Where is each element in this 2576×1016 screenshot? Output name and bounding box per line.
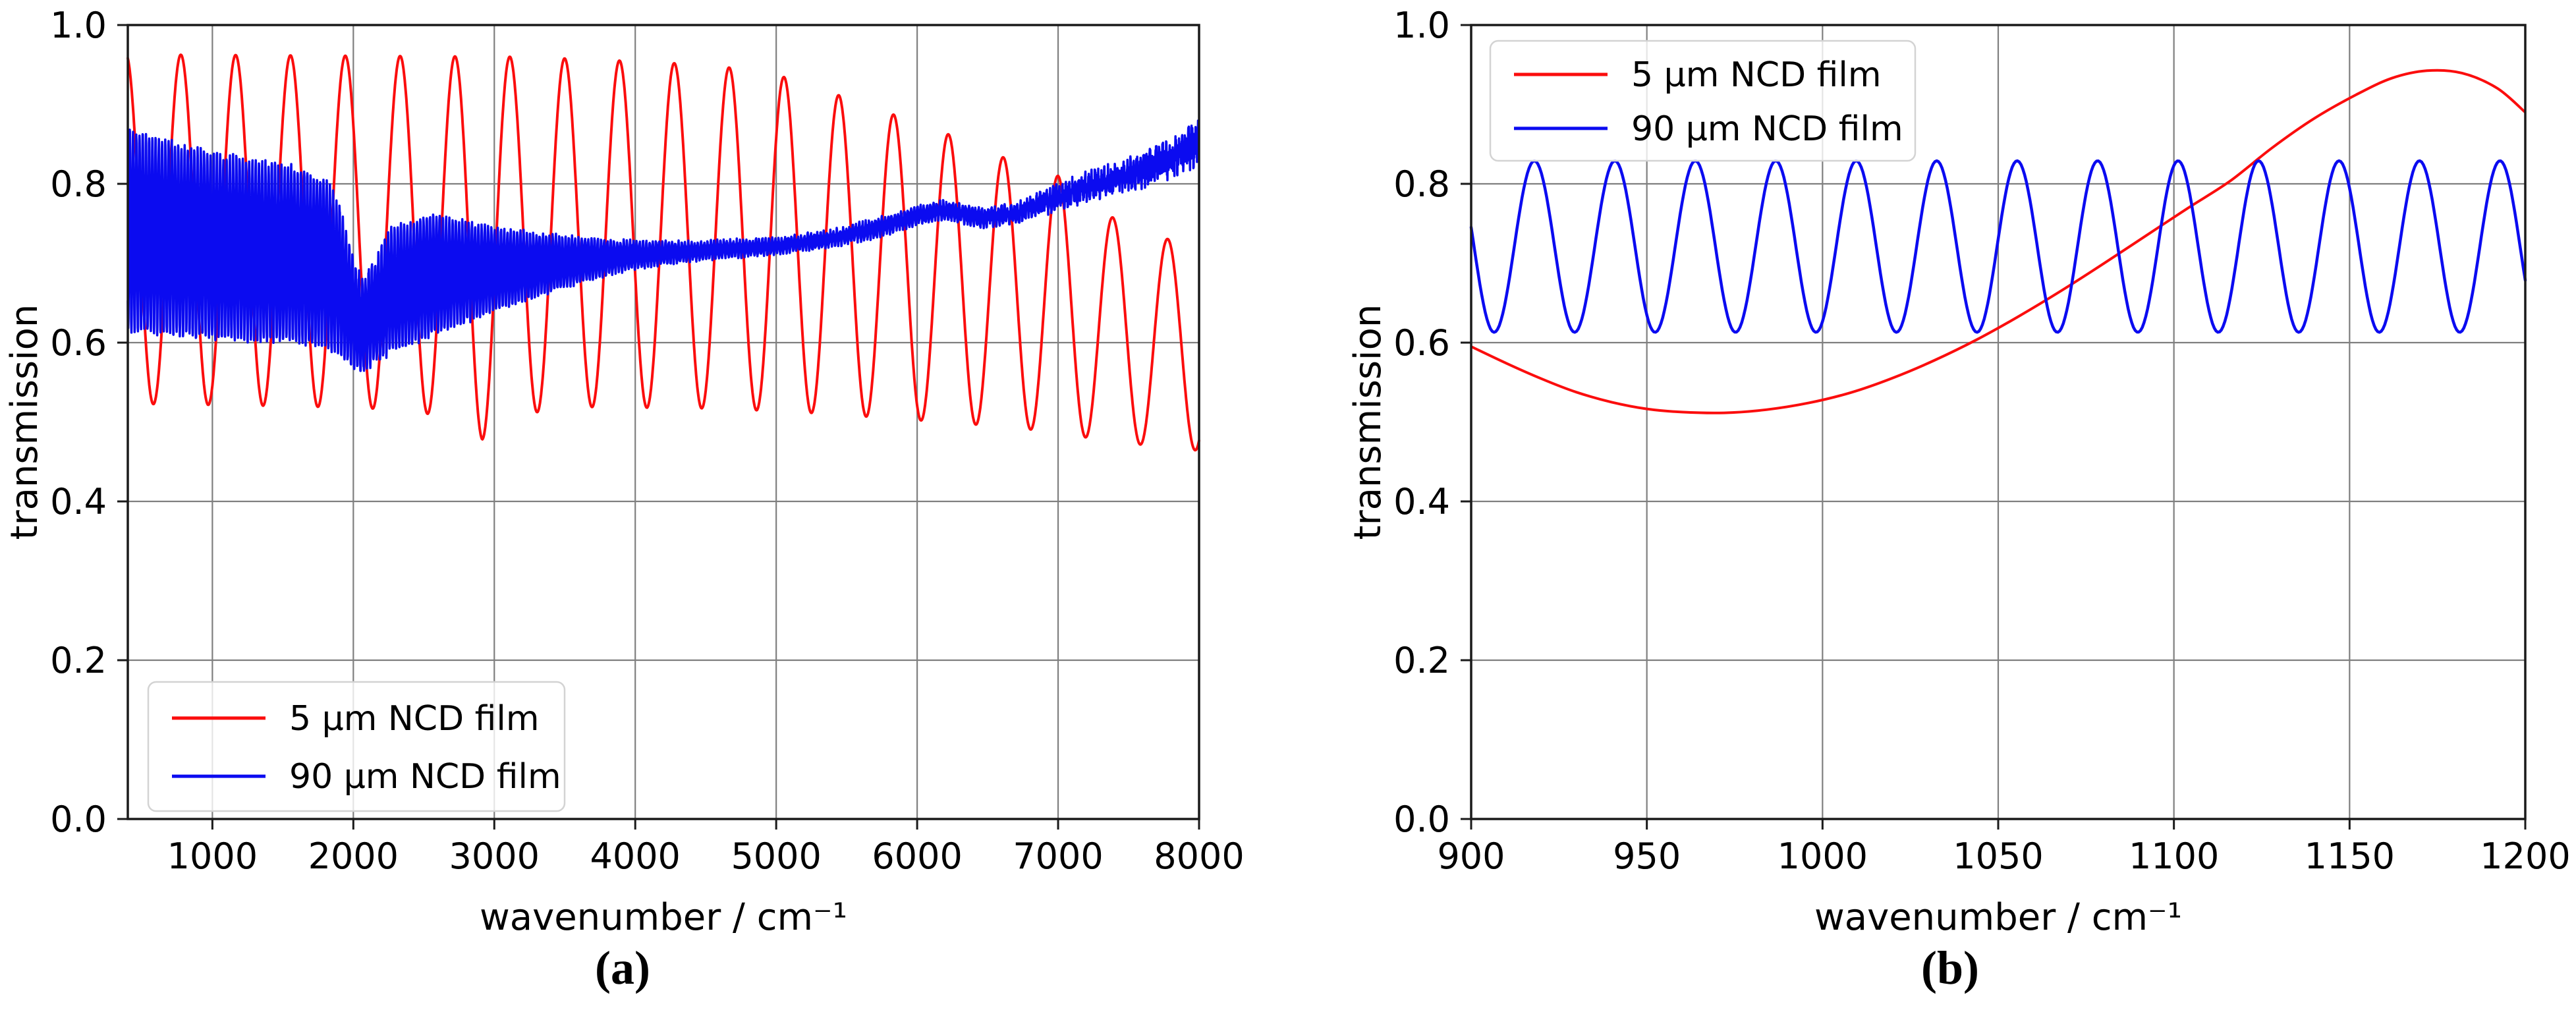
y-tick-label: 0.0: [1393, 799, 1450, 840]
x-tick-label: 950: [1613, 835, 1681, 877]
y-tick-label: 0.4: [50, 481, 107, 522]
legend-box: [1489, 40, 1917, 162]
x-tick-label: 7000: [1013, 835, 1103, 877]
x-tick-label: 6000: [872, 835, 962, 877]
legend-label-red-5um: 5 μm NCD film: [289, 699, 540, 739]
y-tick-label: 0.2: [50, 640, 107, 681]
x-tick-label: 8000: [1154, 835, 1244, 877]
y-tick-label: 0.4: [1393, 481, 1450, 522]
x-tick-label: 2000: [308, 835, 399, 877]
x-tick-label: 1150: [2305, 835, 2395, 877]
y-axis-label: transmission: [1347, 304, 1389, 540]
series-blue-90um: [1469, 159, 2527, 334]
y-tick-label: 0.6: [50, 322, 107, 364]
x-tick-label: 1200: [2480, 835, 2570, 877]
plot-a-transmission-full-range: 1000 2000 3000 4000 5000 6000 7000 8000 0.0 0.2 0.…: [3, 5, 1245, 939]
legend-label-blue-90um: 90 μm NCD film: [1631, 109, 1903, 149]
x-tick-label: 5000: [731, 835, 821, 877]
x-tick-label: 1050: [1953, 835, 2043, 877]
y-tick-label: 0.0: [50, 799, 107, 840]
x-tick-label: 1100: [2129, 835, 2219, 877]
y-tick-label: 0.6: [1393, 322, 1450, 364]
x-tick-label: 1000: [167, 835, 258, 877]
caption-a: (a): [595, 942, 650, 994]
x-tick-label: 3000: [449, 835, 540, 877]
series-red-5um: [1470, 69, 2527, 414]
x-tick-label: 4000: [590, 835, 680, 877]
series-blue-90um: [126, 119, 1200, 372]
caption-b: (b): [1921, 942, 1979, 994]
plot-b-transmission-zoom: 900 950 1000 1050 1100 1150 1200 0.0 0.2 0.4 0.6 0.…: [1347, 5, 2571, 939]
axes-frame: [126, 24, 1200, 820]
y-tick-label: 0.8: [50, 163, 107, 205]
legend-box: [147, 681, 566, 812]
y-axis-label: transmission: [3, 304, 46, 540]
y-tick-label: 0.2: [1393, 640, 1450, 681]
legend-label-red-5um: 5 μm NCD film: [1631, 55, 1882, 95]
x-axis-label: wavenumber / cm⁻¹: [1814, 896, 2182, 939]
x-tick-label: 1000: [1778, 835, 1868, 877]
y-tick-label: 1.0: [50, 5, 107, 46]
legend-label-blue-90um: 90 μm NCD film: [289, 757, 561, 797]
y-tick-label: 1.0: [1393, 5, 1450, 46]
y-tick-label: 0.8: [1393, 163, 1450, 205]
x-tick-label: 900: [1437, 835, 1505, 877]
x-axis-label: wavenumber / cm⁻¹: [480, 896, 847, 939]
